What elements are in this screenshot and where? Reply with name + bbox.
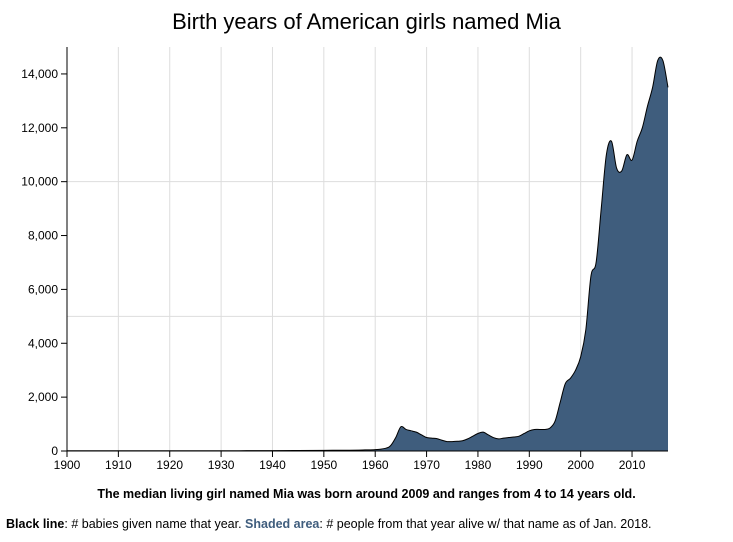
y-tick-label: 12,000 <box>21 121 58 135</box>
x-tick-label: 1920 <box>156 458 183 472</box>
x-tick-label: 2000 <box>567 458 594 472</box>
y-tick-label: 8,000 <box>28 229 58 243</box>
y-axis-ticks: 0 2,000 4,000 6,000 8,000 10,000 12,000 14,000 <box>21 67 67 458</box>
x-tick-label: 1960 <box>362 458 389 472</box>
chart-title: Birth years of American girls named Mia <box>172 9 561 34</box>
legend-text: Black line: # babies given name that yea… <box>6 517 733 531</box>
legend-area-text: : # people from that year alive w/ that … <box>319 517 652 531</box>
x-tick-label: 1910 <box>105 458 132 472</box>
y-tick-label: 0 <box>51 444 58 458</box>
y-tick-label: 2,000 <box>28 390 58 404</box>
y-tick-label: 10,000 <box>21 175 58 189</box>
chart-caption: The median living girl named Mia was bor… <box>97 487 636 501</box>
shaded-area-series <box>67 57 668 452</box>
y-tick-label: 6,000 <box>28 282 58 296</box>
births-line-series <box>67 56 669 452</box>
x-tick-label: 1970 <box>413 458 440 472</box>
x-tick-label: 1940 <box>259 458 286 472</box>
x-tick-label: 1900 <box>54 458 81 472</box>
y-tick-label: 14,000 <box>21 67 58 81</box>
chart-plot: 1900 1910 1920 1930 1940 1950 1960 1970 1980 1990… <box>21 47 669 472</box>
x-tick-label: 1980 <box>465 458 492 472</box>
y-tick-label: 4,000 <box>28 336 58 350</box>
x-tick-label: 1930 <box>208 458 235 472</box>
x-tick-label: 1990 <box>516 458 543 472</box>
x-axis-ticks: 1900 1910 1920 1930 1940 1950 1960 1970 1980 1990… <box>54 451 646 472</box>
legend-line-label: Black line <box>6 517 65 531</box>
legend-line-text: : # babies given name that year. <box>64 517 246 531</box>
x-tick-label: 1950 <box>310 458 337 472</box>
x-tick-label: 2010 <box>619 458 646 472</box>
axes <box>66 47 668 452</box>
legend-area-label: Shaded area <box>245 517 320 531</box>
